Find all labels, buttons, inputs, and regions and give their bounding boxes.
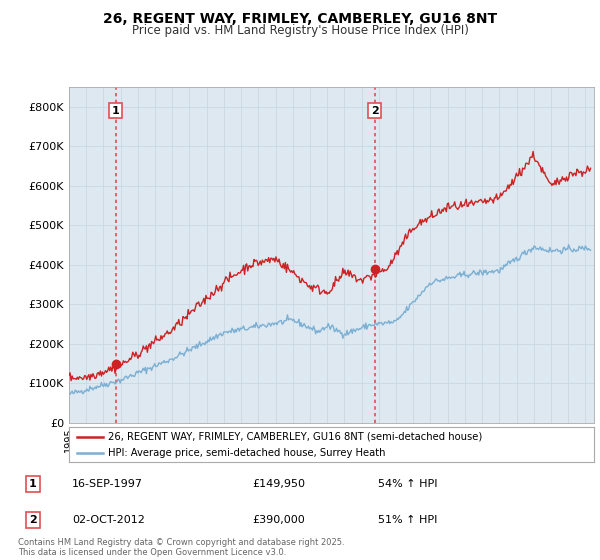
Text: £149,950: £149,950 <box>252 479 305 489</box>
Text: 16-SEP-1997: 16-SEP-1997 <box>72 479 143 489</box>
Text: 1: 1 <box>29 479 37 489</box>
Text: 2: 2 <box>371 105 379 115</box>
Text: 02-OCT-2012: 02-OCT-2012 <box>72 515 145 525</box>
Text: Contains HM Land Registry data © Crown copyright and database right 2025.
This d: Contains HM Land Registry data © Crown c… <box>18 538 344 557</box>
Text: 26, REGENT WAY, FRIMLEY, CAMBERLEY, GU16 8NT (semi-detached house): 26, REGENT WAY, FRIMLEY, CAMBERLEY, GU16… <box>109 432 482 442</box>
Text: HPI: Average price, semi-detached house, Surrey Heath: HPI: Average price, semi-detached house,… <box>109 449 386 458</box>
Text: Price paid vs. HM Land Registry's House Price Index (HPI): Price paid vs. HM Land Registry's House … <box>131 24 469 36</box>
Text: 51% ↑ HPI: 51% ↑ HPI <box>378 515 437 525</box>
Text: 54% ↑ HPI: 54% ↑ HPI <box>378 479 437 489</box>
Text: £390,000: £390,000 <box>252 515 305 525</box>
Text: 26, REGENT WAY, FRIMLEY, CAMBERLEY, GU16 8NT: 26, REGENT WAY, FRIMLEY, CAMBERLEY, GU16… <box>103 12 497 26</box>
Text: 2: 2 <box>29 515 37 525</box>
Text: 1: 1 <box>112 105 119 115</box>
